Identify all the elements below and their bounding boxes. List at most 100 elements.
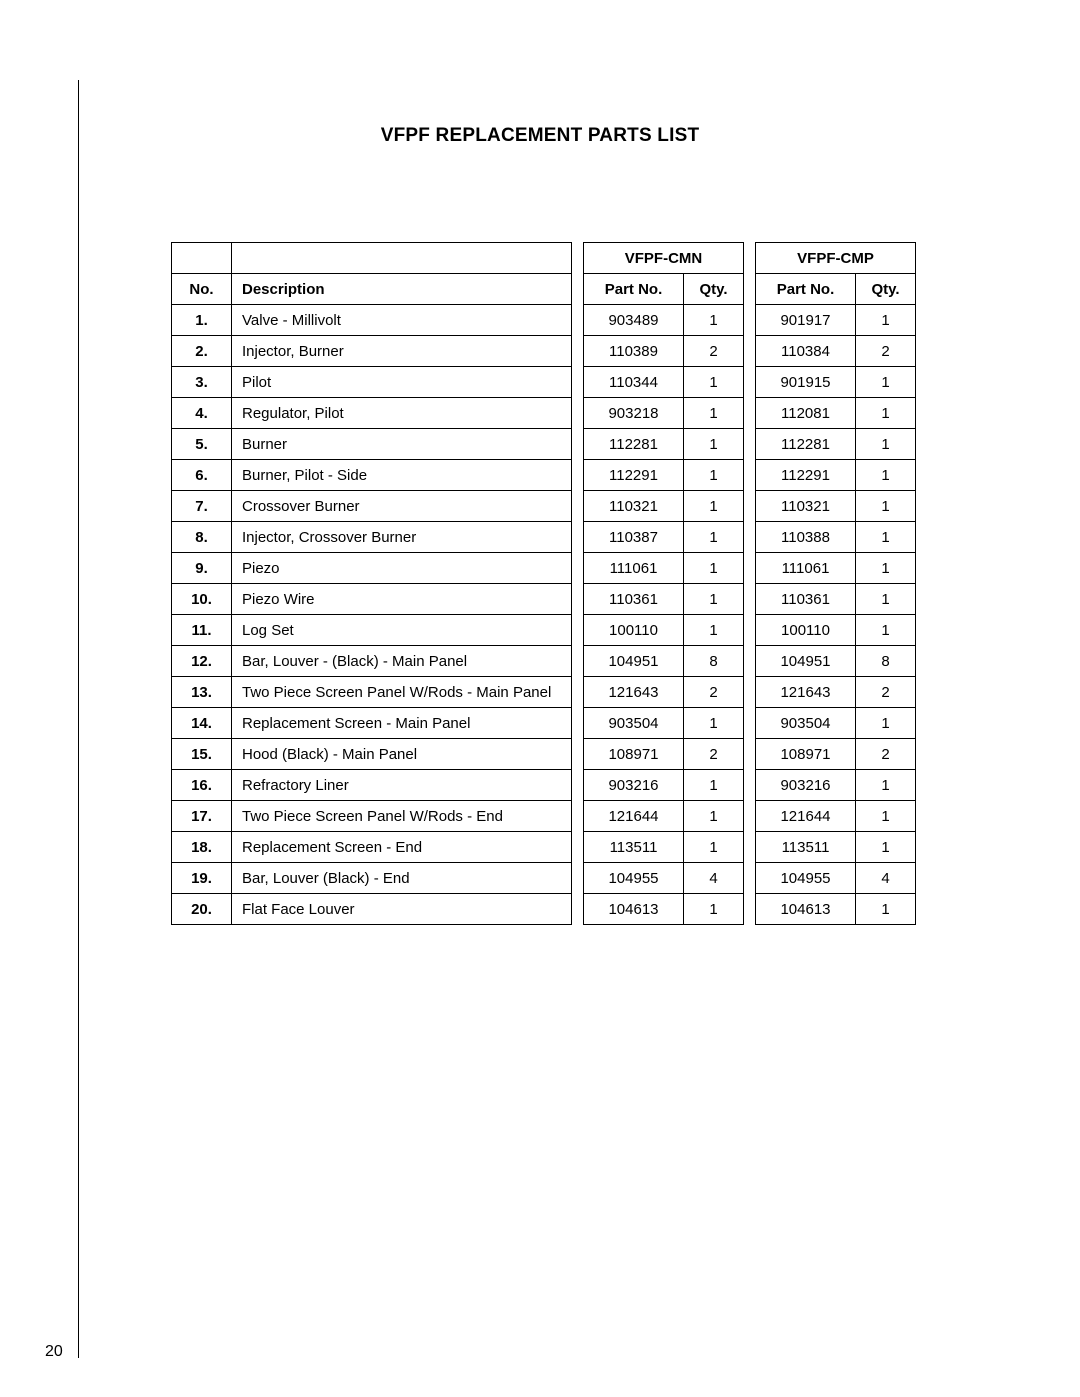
cell-cmn-qty: 2 [684,739,744,770]
cell-no: 12. [172,646,232,677]
cell-cmn-qty: 1 [684,522,744,553]
gap [572,460,584,491]
cell-cmp-qty: 1 [856,398,916,429]
cell-cmn-qty: 4 [684,863,744,894]
cell-cmn-qty: 1 [684,553,744,584]
cell-no: 14. [172,708,232,739]
gap [744,708,756,739]
gap [744,243,756,274]
page: VFPF REPLACEMENT PARTS LIST VFPF-CMN [0,0,1080,1397]
gap [572,832,584,863]
cell-description: Replacement Screen - End [232,832,572,863]
cell-no: 8. [172,522,232,553]
cell-cmp-qty: 1 [856,894,916,925]
col-header-description: Description [232,274,572,305]
cell-cmn-qty: 1 [684,770,744,801]
gap [572,553,584,584]
table-row: 18.Replacement Screen - End1135111113511… [172,832,916,863]
gap [744,615,756,646]
cell-cmp-partno: 121644 [756,801,856,832]
cell-cmp-partno: 901915 [756,367,856,398]
cell-cmp-partno: 111061 [756,553,856,584]
cell-description: Regulator, Pilot [232,398,572,429]
cell-no: 19. [172,863,232,894]
cell-description: Piezo [232,553,572,584]
cell-no: 1. [172,305,232,336]
table-row: 9.Piezo11106111110611 [172,553,916,584]
cell-cmp-partno: 113511 [756,832,856,863]
gap [572,894,584,925]
gap [744,646,756,677]
gap [744,460,756,491]
cell-cmp-qty: 2 [856,677,916,708]
cell-cmn-partno: 121644 [584,801,684,832]
table-row: 19.Bar, Louver (Black) - End104955410495… [172,863,916,894]
cell-cmn-partno: 111061 [584,553,684,584]
cell-no: 6. [172,460,232,491]
cell-cmn-qty: 1 [684,801,744,832]
cell-no: 20. [172,894,232,925]
cell-cmp-partno: 110361 [756,584,856,615]
group-header-cmn: VFPF-CMN [584,243,744,274]
cell-cmp-partno: 110388 [756,522,856,553]
table-row: 16.Refractory Liner90321619032161 [172,770,916,801]
cell-no: 3. [172,367,232,398]
gap [572,243,584,274]
cell-no: 9. [172,553,232,584]
cell-cmp-qty: 2 [856,739,916,770]
cell-cmp-qty: 1 [856,553,916,584]
parts-table: VFPF-CMN VFPF-CMP No. Description Part N… [171,242,916,925]
cell-description: Replacement Screen - Main Panel [232,708,572,739]
col-header-cmp-qty: Qty. [856,274,916,305]
cell-no: 11. [172,615,232,646]
group-header-cmp: VFPF-CMP [756,243,916,274]
cell-cmp-qty: 1 [856,305,916,336]
cell-cmn-qty: 1 [684,615,744,646]
table-row: 2.Injector, Burner11038921103842 [172,336,916,367]
cell-cmn-qty: 1 [684,460,744,491]
table-row: 14.Replacement Screen - Main Panel903504… [172,708,916,739]
gap [744,522,756,553]
cell-cmn-qty: 2 [684,336,744,367]
cell-cmn-qty: 1 [684,832,744,863]
cell-cmn-qty: 1 [684,429,744,460]
table-row: 20.Flat Face Louver10461311046131 [172,894,916,925]
cell-description: Injector, Crossover Burner [232,522,572,553]
cell-cmp-qty: 1 [856,491,916,522]
gap [572,770,584,801]
table-row: 1.Valve - Millivolt90348919019171 [172,305,916,336]
table-row: 11.Log Set10011011001101 [172,615,916,646]
cell-no: 15. [172,739,232,770]
cell-cmn-partno: 104955 [584,863,684,894]
cell-cmp-qty: 1 [856,801,916,832]
cell-cmp-qty: 4 [856,863,916,894]
col-header-no: No. [172,274,232,305]
gap [572,522,584,553]
table-row: 3.Pilot11034419019151 [172,367,916,398]
cell-cmp-partno: 112281 [756,429,856,460]
cell-cmn-qty: 1 [684,398,744,429]
gap [744,491,756,522]
cell-description: Valve - Millivolt [232,305,572,336]
cell-description: Crossover Burner [232,491,572,522]
cell-cmp-qty: 1 [856,832,916,863]
group-header-row: VFPF-CMN VFPF-CMP [172,243,916,274]
cell-description: Bar, Louver (Black) - End [232,863,572,894]
table-row: 10.Piezo Wire11036111103611 [172,584,916,615]
table-row: 12.Bar, Louver - (Black) - Main Panel104… [172,646,916,677]
cell-cmn-partno: 903218 [584,398,684,429]
cell-cmp-qty: 2 [856,336,916,367]
table-row: 8.Injector, Crossover Burner110387111038… [172,522,916,553]
cell-cmn-partno: 112291 [584,460,684,491]
gap [572,305,584,336]
column-header-row: No. Description Part No. Qty. Part No. Q… [172,274,916,305]
cell-cmp-qty: 1 [856,367,916,398]
cell-cmn-qty: 2 [684,677,744,708]
cell-description: Two Piece Screen Panel W/Rods - End [232,801,572,832]
cell-cmp-qty: 1 [856,522,916,553]
cell-cmn-partno: 903489 [584,305,684,336]
gap [572,801,584,832]
cell-cmn-partno: 110321 [584,491,684,522]
cell-no: 13. [172,677,232,708]
gap [572,584,584,615]
